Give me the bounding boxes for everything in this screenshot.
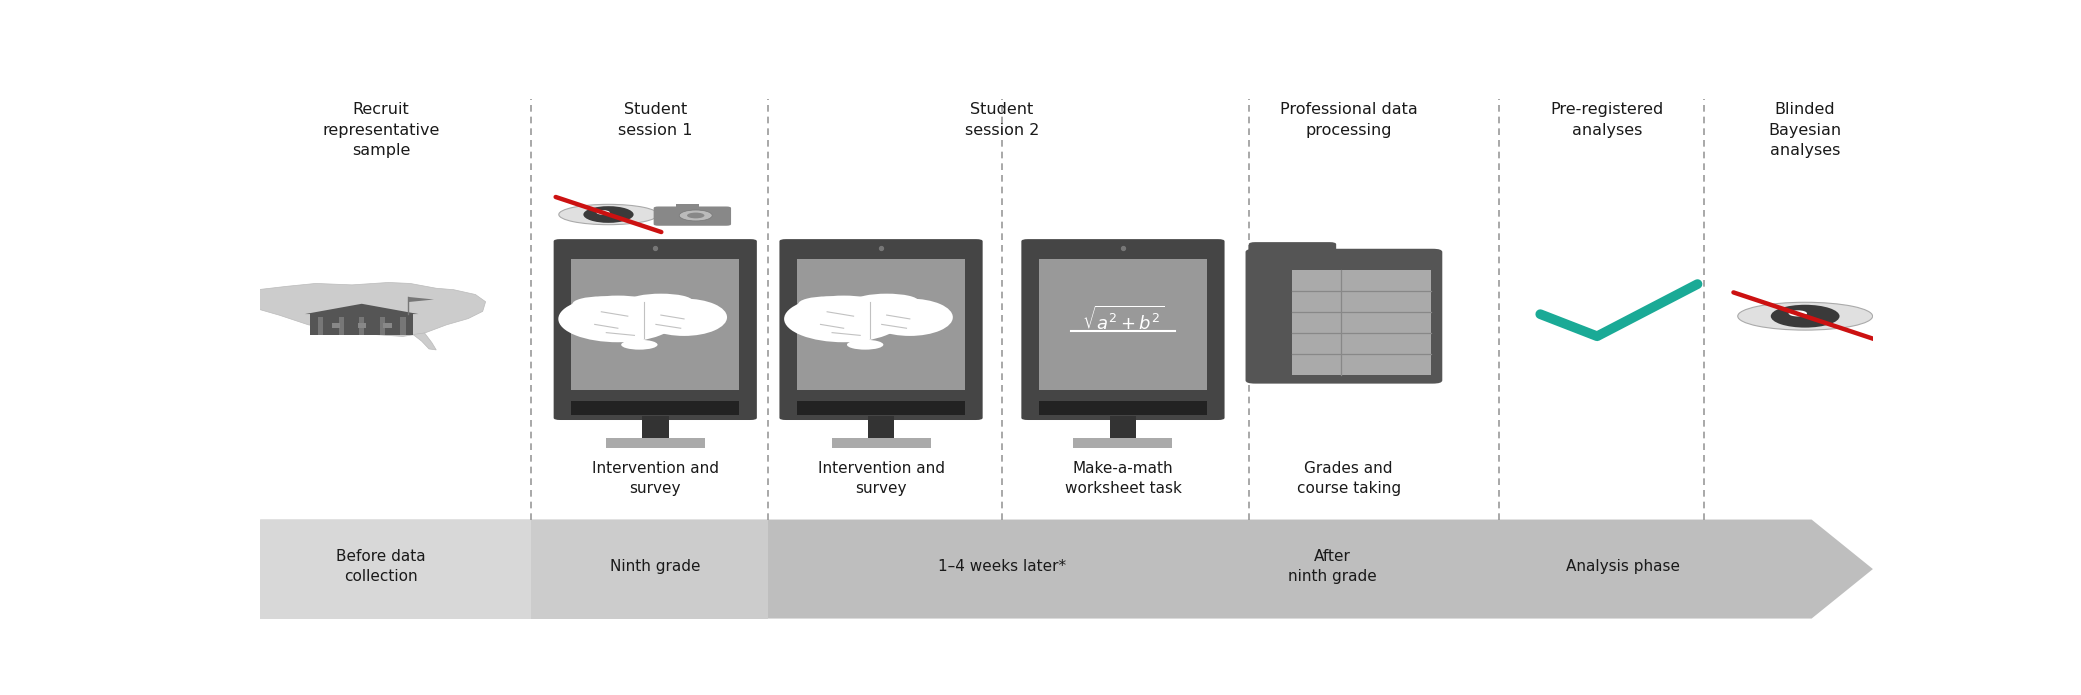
- Text: Professional data
processing: Professional data processing: [1280, 102, 1417, 138]
- Text: Student
session 1: Student session 1: [618, 102, 693, 138]
- Circle shape: [597, 211, 610, 215]
- Bar: [1074, 439, 1172, 448]
- Bar: [383, 323, 391, 328]
- Bar: [310, 314, 414, 334]
- Bar: [531, 520, 768, 619]
- Ellipse shape: [785, 295, 903, 342]
- Ellipse shape: [560, 204, 658, 224]
- Circle shape: [583, 206, 633, 223]
- Circle shape: [1771, 305, 1840, 327]
- Ellipse shape: [558, 295, 678, 342]
- FancyBboxPatch shape: [1247, 249, 1442, 384]
- Bar: [676, 204, 699, 208]
- Text: Pre-registered
analyses: Pre-registered analyses: [1550, 102, 1663, 138]
- FancyBboxPatch shape: [1022, 239, 1224, 420]
- Bar: [400, 318, 406, 334]
- Circle shape: [678, 210, 712, 221]
- Ellipse shape: [1738, 302, 1873, 330]
- Bar: [358, 323, 366, 328]
- Bar: [381, 318, 385, 334]
- Text: After
ninth grade: After ninth grade: [1288, 549, 1378, 584]
- Text: 1–4 weeks later*: 1–4 weeks later*: [939, 559, 1065, 574]
- Text: Analysis phase: Analysis phase: [1565, 559, 1679, 574]
- Bar: [1038, 400, 1207, 415]
- Bar: [331, 323, 339, 328]
- Polygon shape: [412, 333, 437, 350]
- FancyBboxPatch shape: [1249, 242, 1336, 262]
- Ellipse shape: [628, 294, 693, 308]
- Bar: [572, 400, 739, 415]
- Bar: [1038, 259, 1207, 390]
- Text: Grades and
course taking: Grades and course taking: [1296, 461, 1401, 496]
- Bar: [572, 259, 739, 390]
- Bar: [832, 439, 930, 448]
- Ellipse shape: [855, 294, 918, 308]
- Bar: [360, 318, 364, 334]
- Bar: [868, 416, 895, 439]
- Polygon shape: [243, 282, 485, 336]
- Bar: [797, 259, 966, 390]
- Text: Blinded
Bayesian
analyses: Blinded Bayesian analyses: [1769, 102, 1842, 158]
- Circle shape: [687, 213, 705, 218]
- Bar: [797, 400, 966, 415]
- Ellipse shape: [620, 340, 658, 350]
- Ellipse shape: [847, 340, 882, 350]
- Circle shape: [1788, 311, 1806, 316]
- Text: Ninth grade: Ninth grade: [610, 559, 701, 574]
- Polygon shape: [408, 297, 435, 302]
- Bar: [339, 318, 343, 334]
- Text: Make-a-math
worksheet task: Make-a-math worksheet task: [1065, 461, 1182, 496]
- Text: Recruit
representative
sample: Recruit representative sample: [323, 102, 439, 158]
- FancyBboxPatch shape: [780, 239, 982, 420]
- Text: Student
session 2: Student session 2: [966, 102, 1038, 138]
- Ellipse shape: [572, 296, 631, 312]
- Ellipse shape: [641, 299, 726, 336]
- Bar: [1109, 416, 1136, 439]
- Bar: [1292, 270, 1432, 375]
- Bar: [260, 520, 531, 619]
- Text: Before data
collection: Before data collection: [337, 549, 427, 584]
- Bar: [641, 416, 668, 439]
- Text: $\sqrt{a^2 + b^2}$: $\sqrt{a^2 + b^2}$: [1082, 306, 1163, 334]
- Bar: [318, 318, 323, 334]
- Text: Intervention and
survey: Intervention and survey: [591, 461, 718, 496]
- Polygon shape: [306, 304, 418, 314]
- Polygon shape: [260, 520, 1873, 619]
- FancyBboxPatch shape: [653, 206, 730, 226]
- Text: Intervention and
survey: Intervention and survey: [818, 461, 945, 496]
- Bar: [606, 439, 705, 448]
- FancyBboxPatch shape: [554, 239, 757, 420]
- Ellipse shape: [799, 296, 855, 312]
- Ellipse shape: [868, 299, 953, 336]
